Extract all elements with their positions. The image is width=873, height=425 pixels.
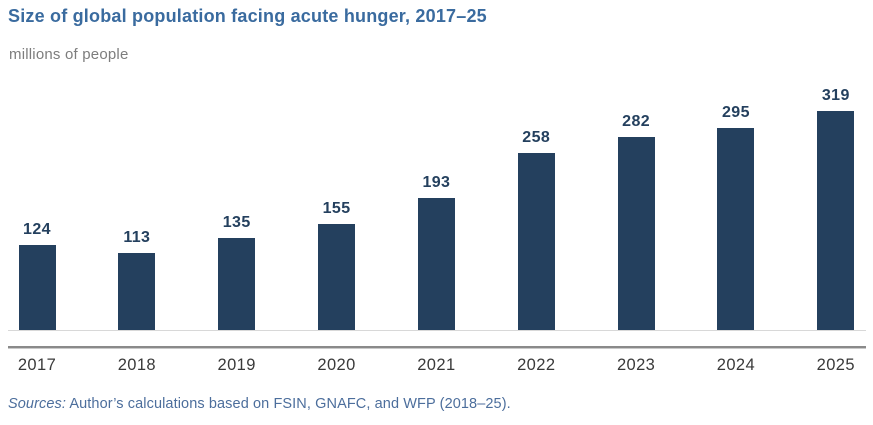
sources-label: Sources: [8, 396, 67, 412]
bar-2023 [617, 137, 655, 330]
bar-2018 [118, 253, 156, 330]
bar-2024 [717, 128, 755, 330]
bar-2025 [817, 111, 855, 330]
x-axis-label-2023: 2023 [616, 356, 656, 374]
x-axis-label-2021: 2021 [417, 356, 456, 374]
x-axis-line [8, 346, 866, 349]
bar-baseline-line [8, 330, 866, 331]
bar-value-label-2017: 124 [23, 221, 51, 238]
bar-2022 [517, 153, 555, 330]
x-axis-label-2017: 2017 [17, 356, 57, 374]
x-axis-label-2022: 2022 [517, 356, 556, 374]
bar-value-label-2020: 155 [322, 200, 351, 217]
bar-value-label-2023: 282 [622, 113, 651, 130]
sources-note: Sources: Author’s calculations based on … [8, 396, 511, 412]
chart-title: Size of global population facing acute h… [8, 6, 487, 26]
sources-text: Author’s calculations based on FSIN, GNA… [66, 396, 511, 412]
x-axis-label-2020: 2020 [317, 356, 356, 374]
x-axis-label-2024: 2024 [716, 356, 756, 374]
bar-2020 [318, 224, 356, 330]
x-axis-label-2025: 2025 [816, 356, 855, 374]
bar-2021 [417, 198, 455, 330]
bar-value-label-2018: 113 [123, 229, 151, 246]
bar-2019 [218, 238, 256, 330]
bar-value-label-2024: 295 [721, 104, 750, 121]
bar-2017 [18, 245, 56, 330]
x-axis-label-2019: 2019 [217, 356, 256, 374]
bar-value-label-2025: 319 [821, 87, 850, 104]
chart-unit-label: millions of people [9, 46, 129, 63]
bar-value-label-2019: 135 [222, 214, 251, 231]
bar-value-label-2022: 258 [522, 129, 551, 146]
x-axis-label-2018: 2018 [117, 356, 156, 374]
bar-value-label-2021: 193 [422, 174, 451, 191]
